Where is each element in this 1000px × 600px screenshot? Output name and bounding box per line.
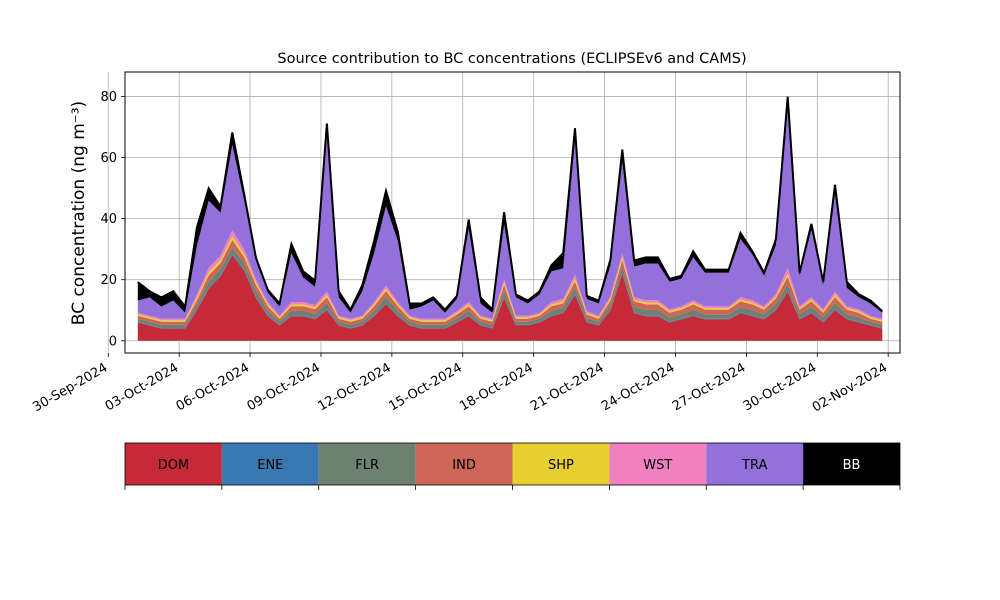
legend: DOM ENE FLR IND SHP WST TRA BB [124, 442, 901, 490]
legend-swatch-dom [125, 443, 222, 485]
area-dom [137, 255, 883, 341]
y-axis-label: BC concentration (ng m⁻³) [69, 101, 89, 325]
y-tick-label: 20 [100, 273, 117, 288]
legend-swatch-ind [415, 443, 513, 485]
area-ind [137, 240, 883, 325]
legend-swatch-shp [512, 443, 610, 485]
legend-label-wst: WST [643, 458, 672, 473]
plot-frame [124, 71, 901, 354]
legend-label-shp: SHP [548, 458, 574, 473]
legend-label-dom: DOM [158, 458, 189, 473]
legend-swatch-ene [221, 443, 319, 485]
y-tick-label: 40 [100, 212, 117, 227]
stacked-areas [137, 96, 883, 341]
y-tick-label: 60 [100, 151, 117, 166]
area-bb [137, 96, 883, 313]
legend-swatch-tra [706, 443, 804, 485]
y-tick-label: 0 [109, 334, 117, 349]
legend-label-ind: IND [452, 458, 476, 473]
legend-label-bb: BB [843, 458, 861, 473]
legend-label-tra: TRA [741, 458, 767, 473]
chart-title: Source contribution to BC concentrations… [277, 51, 746, 67]
area-wst [137, 230, 883, 321]
legend-swatch-bb [803, 443, 900, 485]
area-tra [137, 109, 883, 319]
total-line [137, 96, 883, 312]
legend-swatch-flr [318, 443, 416, 485]
legend-swatch-wst [609, 443, 707, 485]
y-tick-label: 80 [100, 90, 117, 105]
legend-label-flr: FLR [355, 458, 379, 473]
legend-label-ene: ENE [257, 458, 283, 473]
area-flr [137, 247, 883, 328]
y-axis: 0 20 40 60 80 [100, 90, 125, 349]
